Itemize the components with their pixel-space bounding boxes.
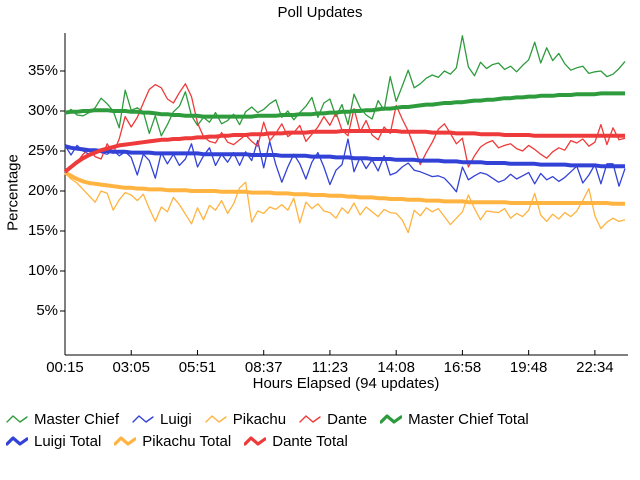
legend-item-luigi: Luigi bbox=[132, 411, 192, 428]
legend-item-dante-total: Dante Total bbox=[244, 433, 348, 450]
x-tick-label: 05:51 bbox=[178, 359, 217, 376]
legend-item-master-chief: Master Chief bbox=[6, 411, 119, 428]
y-tick-label: 5% bbox=[36, 302, 58, 319]
axis-ticks bbox=[60, 70, 596, 355]
series-line-luigi bbox=[64, 138, 626, 193]
legend-label: Luigi Total bbox=[34, 432, 102, 450]
chart-title: Poll Updates bbox=[277, 4, 363, 21]
x-tick-label: 22:34 bbox=[576, 359, 614, 376]
x-tick-label: 03:05 bbox=[112, 359, 150, 376]
legend-label: Dante Total bbox=[272, 432, 348, 450]
series-line-luigi-total bbox=[64, 144, 625, 169]
series-line-master-chief-total bbox=[64, 91, 625, 119]
legend-item-luigi-total: Luigi Total bbox=[6, 433, 101, 450]
legend-item-pikachu-total: Pikachu Total bbox=[114, 433, 231, 450]
y-tick-label: 20% bbox=[27, 182, 58, 199]
legend-zigzag-icon bbox=[114, 436, 137, 446]
series-lines bbox=[63, 35, 626, 234]
legend-label: Master Chief Total bbox=[408, 410, 529, 428]
legend-zigzag-icon bbox=[205, 415, 227, 423]
legend-item-pikachu: Pikachu bbox=[205, 411, 286, 428]
legend-item-dante: Dante bbox=[299, 411, 367, 428]
legend-label: Dante bbox=[327, 410, 368, 428]
legend-label: Pikachu Total bbox=[142, 432, 232, 450]
legend-zigzag-icon bbox=[244, 436, 267, 446]
series-line-master-chief bbox=[64, 35, 626, 137]
legend-row-1: Master Chief Luigi Pikachu Dante Master Chie… bbox=[6, 408, 636, 430]
x-axis-label: Hours Elapsed (94 updates) bbox=[252, 375, 440, 392]
legend-zigzag-icon bbox=[6, 436, 28, 446]
legend-label: Master Chief bbox=[34, 410, 120, 428]
series-line-pikachu-total bbox=[64, 170, 625, 206]
legend-zigzag-icon bbox=[380, 414, 403, 424]
y-tick-label: 30% bbox=[27, 102, 58, 119]
y-tick-label: 10% bbox=[27, 262, 58, 279]
y-tick-label: 35% bbox=[27, 62, 58, 79]
legend: Master Chief Luigi Pikachu Dante Master Chie… bbox=[6, 408, 636, 452]
legend-item-master-chief-total: Master Chief Total bbox=[380, 411, 529, 428]
legend-label: Luigi bbox=[160, 410, 192, 428]
x-tick-label: 19:48 bbox=[509, 359, 548, 376]
x-tick-label: 00:15 bbox=[46, 359, 84, 376]
legend-zigzag-icon bbox=[132, 415, 154, 423]
legend-label: Pikachu bbox=[232, 410, 287, 428]
series-line-dante-total bbox=[63, 129, 625, 174]
x-tick-label: 14:08 bbox=[377, 359, 415, 376]
legend-zigzag-icon bbox=[6, 415, 28, 423]
x-tick-label: 08:37 bbox=[244, 359, 283, 376]
x-tick-label: 11:23 bbox=[311, 359, 349, 376]
y-tick-label: 25% bbox=[27, 142, 58, 159]
y-tick-label: 15% bbox=[27, 222, 58, 239]
legend-row-2: Luigi Total Pikachu Total Dante Total bbox=[6, 430, 636, 452]
x-tick-label: 16:58 bbox=[443, 359, 482, 376]
legend-zigzag-icon bbox=[299, 415, 321, 423]
